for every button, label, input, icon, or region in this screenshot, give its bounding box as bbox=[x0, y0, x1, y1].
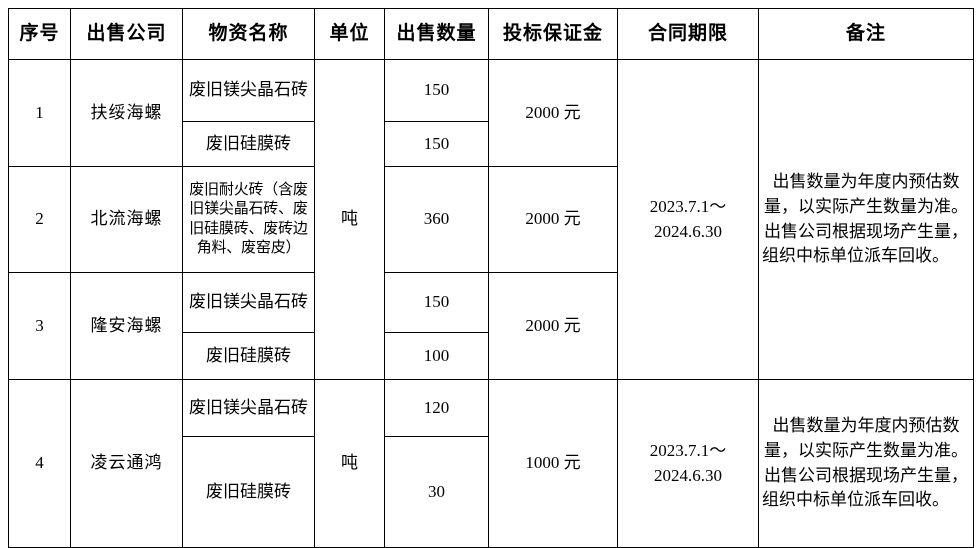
cell-remark-4: 出售数量为年度内预估数量，以实际产生数量为准。出售公司根据现场产生量，组织中标单… bbox=[758, 379, 974, 548]
cell-seq-4: 4 bbox=[8, 379, 71, 548]
column-header-unit: 单位 bbox=[314, 8, 385, 60]
cell-material-3-1: 废旧镁尖晶石砖 bbox=[182, 272, 315, 333]
cell-company-4: 凌云通鸿 bbox=[70, 379, 183, 548]
cell-deposit-3: 2000 元 bbox=[488, 272, 618, 380]
cell-material-1-2: 废旧硅膜砖 bbox=[182, 121, 315, 167]
cell-quantity-3-1: 150 bbox=[384, 272, 489, 333]
cell-seq-2: 2 bbox=[8, 166, 71, 273]
period-line-start: 2023.7.1～ bbox=[649, 196, 727, 216]
column-header-deposit: 投标保证金 bbox=[488, 8, 618, 60]
cell-quantity-4-1: 120 bbox=[384, 379, 489, 437]
cell-material-3-2: 废旧硅膜砖 bbox=[182, 332, 315, 380]
table-row: 废旧硅膜砖 150 bbox=[9, 121, 974, 167]
cell-quantity-2-1: 360 bbox=[384, 166, 489, 273]
column-header-company: 出售公司 bbox=[70, 8, 183, 60]
table-row: 4 凌云通鸿 废旧镁尖晶石砖 吨 120 1000 元 2023.7.1～ 20… bbox=[8, 379, 974, 548]
cell-deposit-2: 2000 元 bbox=[488, 166, 618, 273]
cell-seq-1: 1 bbox=[8, 59, 71, 167]
cell-material-4-2: 废旧硅膜砖 bbox=[182, 436, 315, 548]
cell-quantity-1-1: 150 bbox=[384, 59, 489, 122]
cell-period-1: 2023.7.1～ 2024.6.30 bbox=[617, 59, 759, 380]
table-row: 废旧硅膜砖 100 bbox=[9, 332, 974, 380]
cell-material-1-1: 废旧镁尖晶石砖 bbox=[182, 59, 315, 122]
cell-company-1: 扶绥海螺 bbox=[70, 59, 183, 167]
cell-seq-3: 3 bbox=[8, 272, 71, 380]
cell-period-4: 2023.7.1～ 2024.6.30 bbox=[617, 379, 759, 548]
cell-quantity-1-2: 150 bbox=[384, 121, 489, 167]
column-header-seq: 序号 bbox=[8, 8, 71, 60]
cell-unit-1: 吨 bbox=[314, 59, 385, 380]
period-line-start: 2023.7.1～ bbox=[649, 440, 727, 460]
column-header-material: 物资名称 bbox=[182, 8, 315, 60]
cell-company-2: 北流海螺 bbox=[70, 166, 183, 273]
materials-sale-table: 序号 出售公司 物资名称 单位 出售数量 投标保证金 合同期限 备注 1 扶绥海… bbox=[8, 8, 974, 548]
period-line-end: 2024.6.30 bbox=[654, 465, 722, 485]
document-page: 序号 出售公司 物资名称 单位 出售数量 投标保证金 合同期限 备注 1 扶绥海… bbox=[8, 8, 974, 548]
cell-material-2-1: 废旧耐火砖（含废旧镁尖晶石砖、废旧硅膜砖、废砖边角料、废窑皮） bbox=[182, 166, 315, 273]
table-row: 2 北流海螺 废旧耐火砖（含废旧镁尖晶石砖、废旧硅膜砖、废砖边角料、废窑皮） 3… bbox=[8, 166, 974, 273]
table-row: 3 隆安海螺 废旧镁尖晶石砖 150 2000 元 bbox=[8, 272, 974, 380]
column-header-period: 合同期限 bbox=[617, 8, 759, 60]
table-row: 1 扶绥海螺 废旧镁尖晶石砖 吨 150 2000 元 2023.7.1～ 20… bbox=[8, 59, 974, 380]
cell-deposit-4: 1000 元 bbox=[488, 379, 618, 548]
table-header-row: 序号 出售公司 物资名称 单位 出售数量 投标保证金 合同期限 备注 bbox=[8, 8, 974, 60]
cell-material-4-1: 废旧镁尖晶石砖 bbox=[182, 379, 315, 437]
cell-quantity-3-2: 100 bbox=[384, 332, 489, 380]
period-line-end: 2024.6.30 bbox=[654, 221, 722, 241]
cell-unit-4: 吨 bbox=[314, 379, 385, 548]
cell-remark-1: 出售数量为年度内预估数量，以实际产生数量为准。出售公司根据现场产生量，组织中标单… bbox=[758, 59, 974, 380]
column-header-remark: 备注 bbox=[758, 8, 974, 60]
cell-company-3: 隆安海螺 bbox=[70, 272, 183, 380]
cell-quantity-4-2: 30 bbox=[384, 436, 489, 548]
cell-deposit-1: 2000 元 bbox=[488, 59, 618, 167]
column-header-quantity: 出售数量 bbox=[384, 8, 489, 60]
